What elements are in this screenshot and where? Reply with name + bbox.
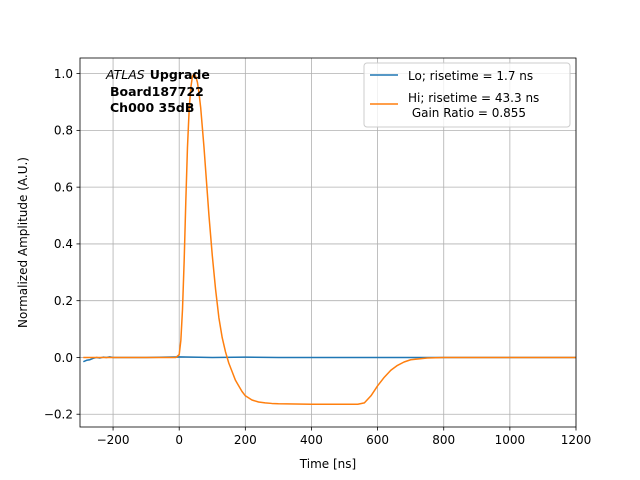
y-tick-label: 0.6 — [54, 180, 73, 194]
y-tick-label: 0.8 — [54, 124, 73, 138]
annotation-board: Board187722 — [110, 84, 204, 99]
y-tick-label: 0.0 — [54, 351, 73, 365]
series-hi-line — [83, 72, 576, 406]
y-tick-label: 1.0 — [54, 67, 73, 81]
y-tick-label: −0.2 — [44, 408, 73, 422]
annotation-atlas: ATLAS — [105, 67, 145, 82]
atlas-annotation: ATLAS Upgrade Board187722 Ch000 35dB — [105, 67, 210, 115]
x-tick-label: 0 — [175, 433, 183, 447]
x-tick-label: 1000 — [495, 433, 526, 447]
legend-box — [363, 62, 571, 128]
annotation-channel: Ch000 35dB — [110, 100, 194, 115]
legend-label-hi: Hi; risetime = 43.3 ns Gain Ratio = 0.85… — [408, 91, 539, 120]
x-tick-label: 200 — [234, 433, 257, 447]
x-tick-label: 600 — [366, 433, 389, 447]
y-tick-label: 0.4 — [54, 237, 73, 251]
x-tick-label: 1200 — [561, 433, 592, 447]
x-axis-label: Time [ns] — [299, 457, 356, 471]
legend: Lo; risetime = 1.7 ns Hi; risetime = 43.… — [363, 62, 571, 128]
y-tick-label: 0.2 — [54, 294, 73, 308]
x-ticks: −200 0 200 400 600 800 1000 1200 — [97, 427, 592, 447]
y-axis-label: Normalized Amplitude (A.U.) — [16, 157, 30, 328]
y-ticks: −0.2 0.0 0.2 0.4 0.6 0.8 1.0 — [44, 67, 80, 422]
x-tick-label: 400 — [300, 433, 323, 447]
legend-label-hi-line: Hi; risetime = 43.3 ns — [408, 91, 539, 105]
legend-label-hi-line: Gain Ratio = 0.855 — [408, 106, 526, 120]
annotation-line-1: ATLAS Upgrade — [105, 67, 210, 82]
x-tick-label: −200 — [97, 433, 130, 447]
annotation-upgrade: Upgrade — [150, 67, 210, 82]
axes-frame — [79, 57, 577, 428]
x-tick-label: 800 — [432, 433, 455, 447]
series-group — [83, 72, 576, 406]
legend-label-lo: Lo; risetime = 1.7 ns — [408, 69, 533, 83]
